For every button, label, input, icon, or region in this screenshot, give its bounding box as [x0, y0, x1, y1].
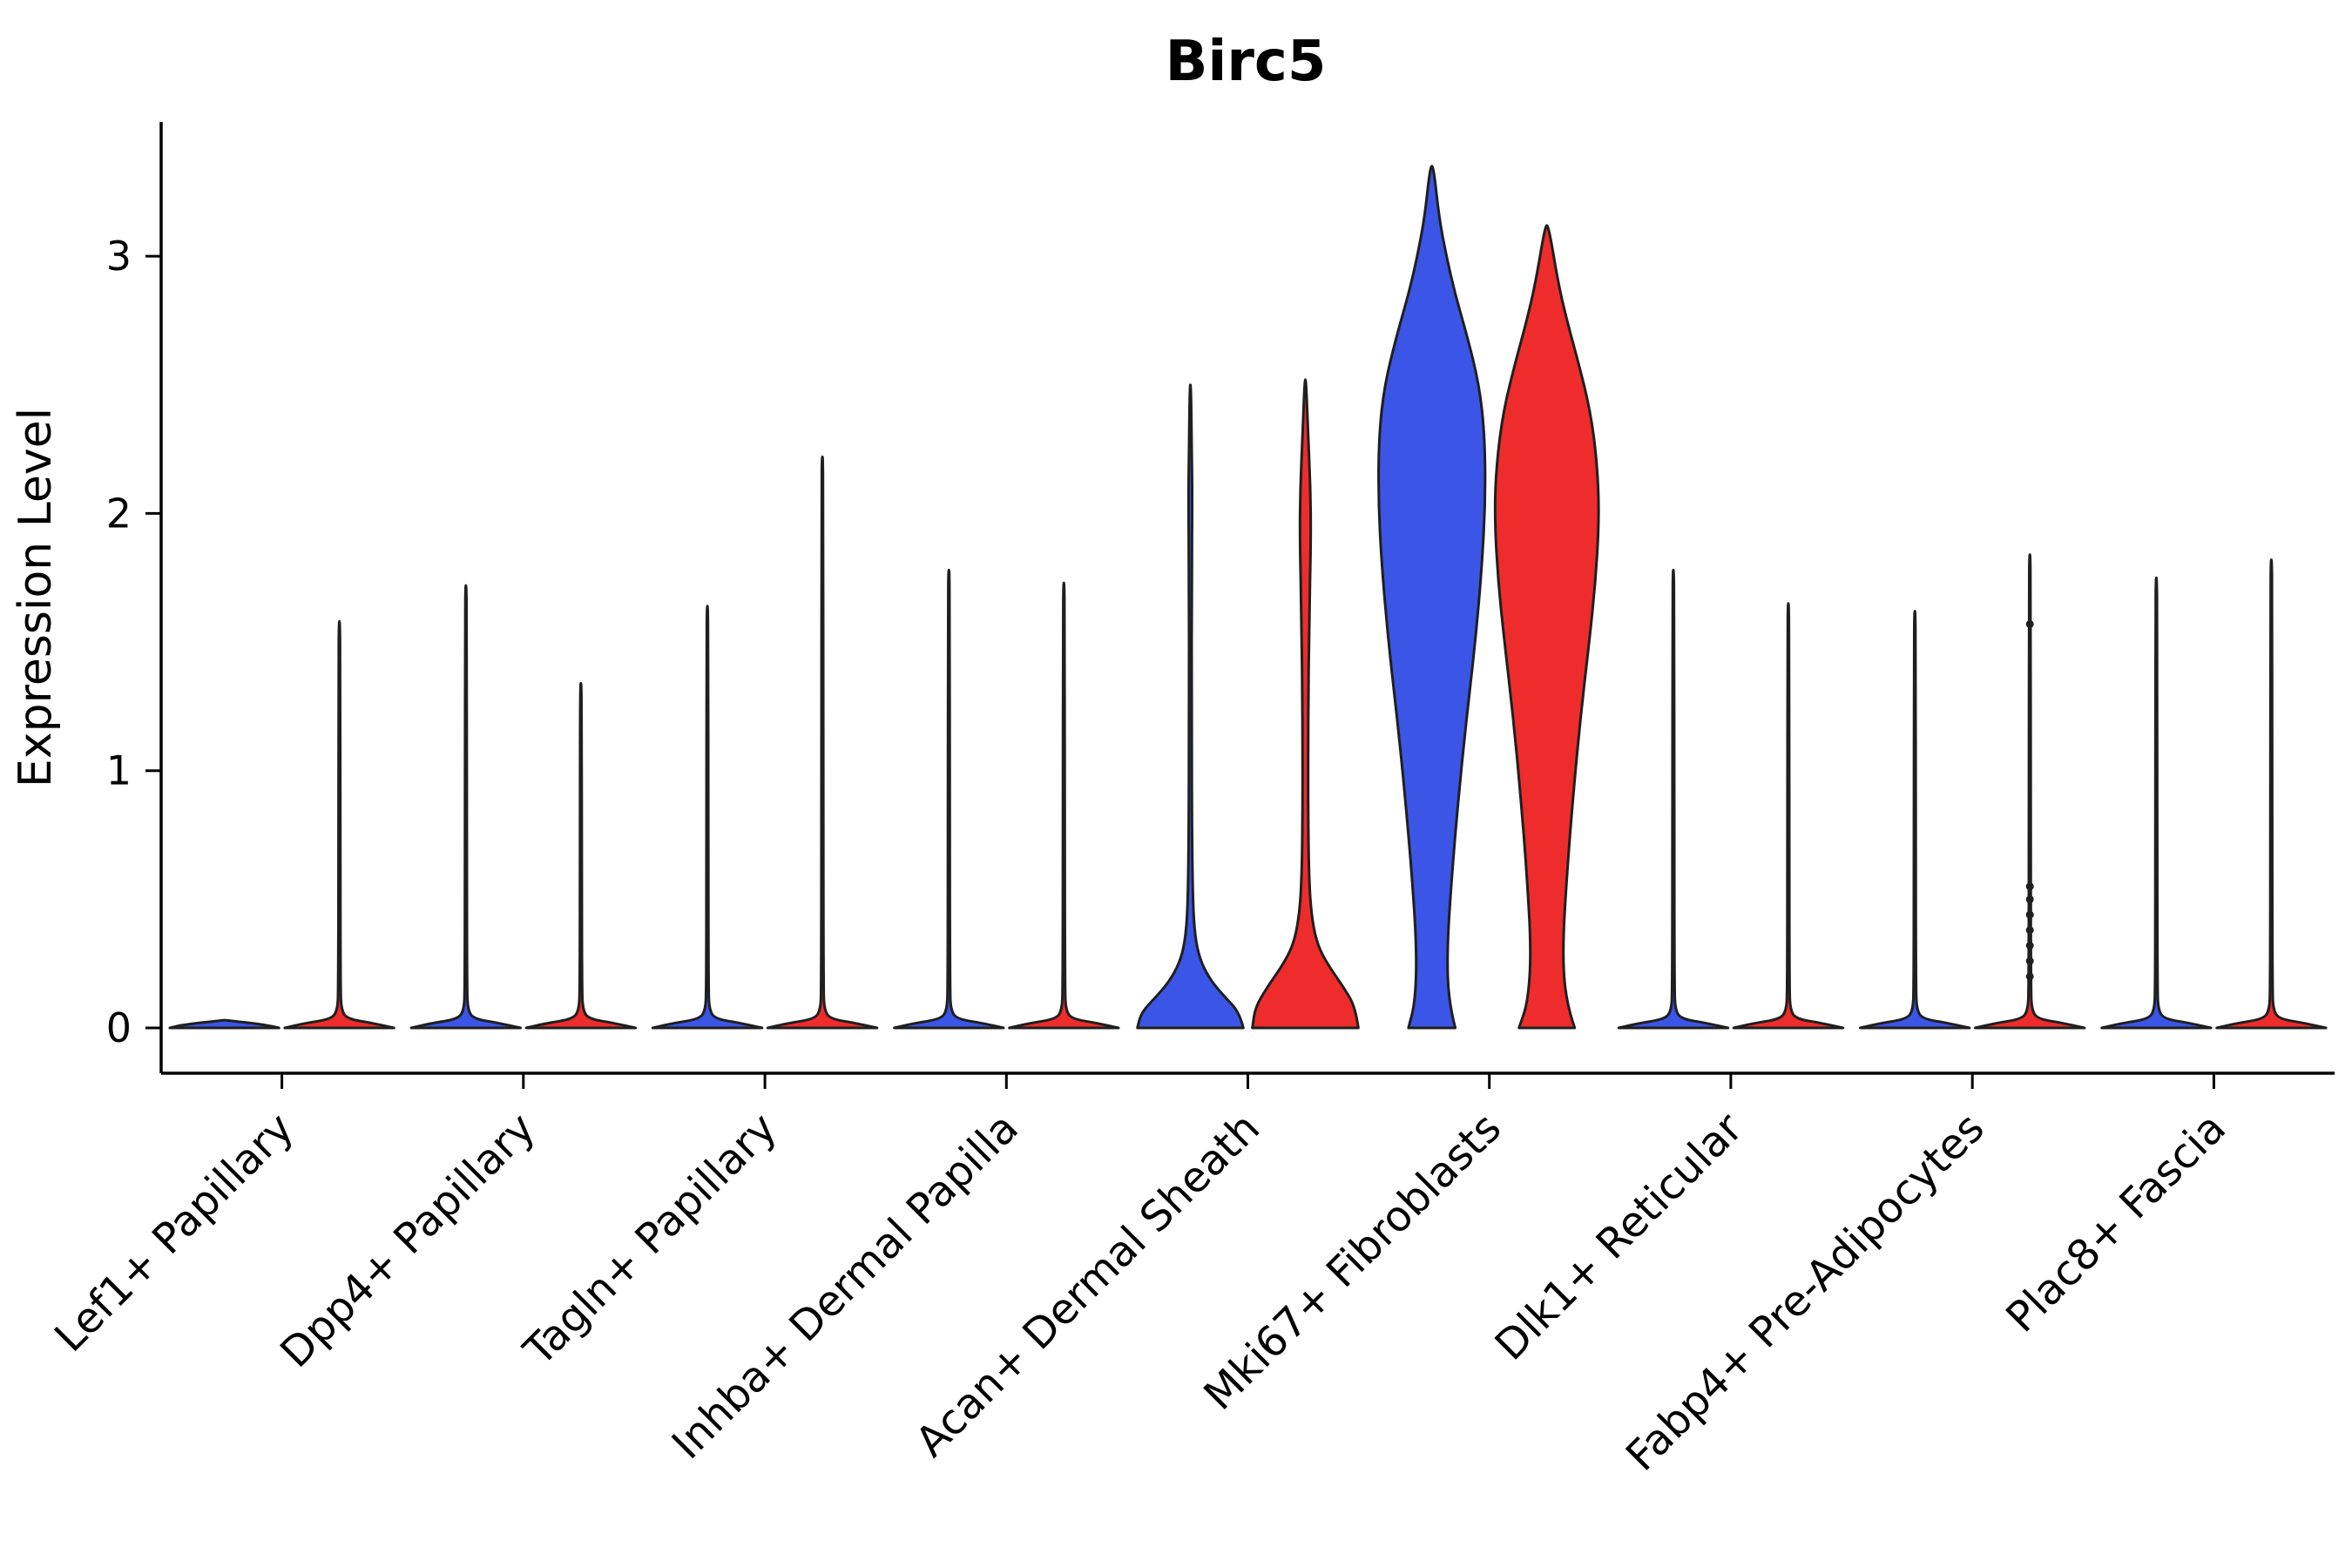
outlier-point: [2025, 926, 2034, 935]
outlier-point: [2025, 956, 2034, 965]
violin-blue-fabp4-pre-adipocytes: [1858, 610, 1971, 1030]
violin-red-mki67-fibroblasts: [1493, 224, 1600, 1030]
outlier-point: [2025, 972, 2034, 981]
x-tick-label: Lef1+ Papillary: [45, 1104, 303, 1362]
violin-red-dpp4-papillary: [524, 681, 638, 1030]
axes: 0 1 2 3: [106, 122, 2335, 1089]
violin-red-lef1-papillary: [283, 619, 395, 1030]
violin-blue-tagln-papillary: [651, 605, 764, 1030]
violin-red-inhba-dermal-papilla: [1008, 581, 1120, 1030]
x-tick-label: Plac8+ Fascia: [1997, 1104, 2235, 1342]
y-tick-label: 0: [106, 1004, 132, 1051]
y-tick-label: 2: [106, 490, 132, 537]
outlier-point: [2025, 910, 2034, 919]
outlier-point: [2025, 619, 2034, 628]
violin-blue-acan-dermal-sheath: [1136, 383, 1245, 1030]
violin-shapes: [168, 165, 2328, 1030]
violin-blue-lef1-papillary: [168, 1018, 280, 1030]
y-tick-label: 3: [106, 233, 132, 280]
x-tick-label: Dlk1+ Reticular: [1486, 1104, 1753, 1370]
outlier-point: [2025, 882, 2034, 891]
y-tick-label: 1: [106, 747, 132, 794]
violin-red-acan-dermal-sheath: [1251, 378, 1360, 1030]
x-tick-label: Tagln+ Papillary: [514, 1104, 786, 1375]
violin-red-tagln-papillary: [766, 455, 879, 1030]
violin-blue-inhba-dermal-papilla: [893, 568, 1005, 1030]
violin-blue-dpp4-papillary: [409, 584, 523, 1030]
violin-red-dlk1-reticular: [1732, 602, 1845, 1030]
violin-red-plac8-fascia: [2215, 558, 2328, 1030]
x-tick-label: Dpp4+ Papillary: [271, 1104, 544, 1377]
violin-blue-plac8-fascia: [2100, 576, 2213, 1030]
y-axis-label: Expression Level: [10, 408, 62, 787]
outlier-point: [2025, 895, 2034, 903]
chart-title: Birc5: [1166, 30, 1327, 94]
violin-blue-mki67-fibroblasts: [1377, 165, 1487, 1030]
violin-blue-dlk1-reticular: [1617, 568, 1730, 1030]
outlier-point: [2025, 942, 2034, 950]
violin-red-fabp4-pre-adipocytes: [1973, 553, 2086, 1030]
